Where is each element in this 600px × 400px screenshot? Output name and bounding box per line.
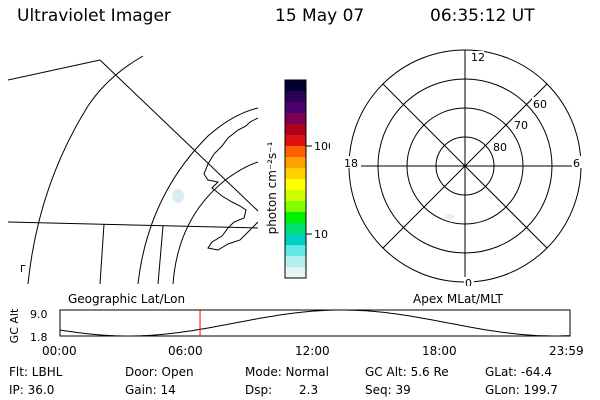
- emission-patch: [172, 189, 184, 203]
- ip-info: IP: 36.0: [9, 383, 55, 397]
- colorbar-cell: [285, 267, 306, 279]
- lat-label-60: 60: [533, 98, 547, 111]
- mlt-label-0: 0: [465, 277, 472, 286]
- map-grid-line: [27, 55, 144, 284]
- colorbar-cell: [285, 212, 306, 224]
- coastline: [203, 117, 258, 251]
- time-tick-0: 00:00: [42, 344, 77, 358]
- instrument-title: Ultraviolet Imager: [17, 6, 171, 26]
- map-grid-line: [157, 225, 164, 284]
- altitude-plot: GC Alt 9.0 1.8 00:00 06:00 12:00 18:00 2…: [8, 308, 584, 358]
- colorbar-cell: [285, 223, 306, 235]
- dsp-label: Dsp:: [245, 383, 273, 397]
- mode-info: Mode: Normal: [245, 365, 329, 379]
- altitude-tick-min: 1.8: [30, 331, 48, 344]
- map-corner-mark: Г: [20, 264, 26, 275]
- dsp-value: 2.3: [299, 383, 319, 397]
- filter-info: Flt: LBHL: [9, 365, 63, 379]
- mlt-label-18: 18: [344, 157, 358, 170]
- time-tick-6: 06:00: [168, 344, 203, 358]
- map-grid-line: [99, 223, 105, 284]
- altitude-axis-label: GC Alt: [8, 308, 21, 343]
- colorbar: 100 10 photon cm⁻²s⁻¹: [265, 79, 330, 279]
- map-grid-line: [99, 59, 258, 212]
- colorbar-cell: [285, 124, 306, 136]
- colorbar-cell: [285, 113, 306, 125]
- date-label: 15 May 07: [275, 6, 365, 26]
- colorbar-cell: [285, 91, 306, 103]
- colorbar-cell: [285, 102, 306, 114]
- map-grid-line: [8, 221, 258, 229]
- colorbar-tick-100: 100: [314, 140, 330, 153]
- colorbar-cell: [285, 135, 306, 147]
- map-grid-line: [8, 59, 101, 81]
- mlt-label-12: 12: [471, 51, 485, 64]
- seq-info: Seq: 39: [365, 383, 411, 397]
- geo-map-caption: Geographic Lat/Lon: [68, 292, 186, 306]
- polar-plot: 12 0 18 6 60 70 80: [343, 49, 582, 286]
- geographic-map: Г: [8, 55, 258, 284]
- colorbar-cell: [285, 157, 306, 169]
- lat-label-80: 80: [493, 141, 507, 154]
- colorbar-cell: [285, 245, 306, 257]
- mlt-label-6: 6: [573, 157, 580, 170]
- colorbar-cell: [285, 146, 306, 158]
- glon-info: GLon: 199.7: [485, 383, 558, 397]
- time-tick-12: 12:00: [295, 344, 330, 358]
- door-info: Door: Open: [125, 365, 194, 379]
- colorbar-cell: [285, 256, 306, 268]
- colorbar-tick-10: 10: [314, 228, 328, 241]
- map-grid-line: [137, 107, 258, 284]
- colorbar-cell: [285, 201, 306, 213]
- altitude-tick-max: 9.0: [30, 308, 48, 321]
- map-grid-line: [172, 161, 258, 284]
- colorbar-cell: [285, 234, 306, 246]
- colorbar-cell: [285, 80, 306, 92]
- gc-alt-info: GC Alt: 5.6 Re: [365, 365, 449, 379]
- altitude-plot-frame: [59, 309, 571, 337]
- colorbar-cell: [285, 179, 306, 191]
- colorbar-cell: [285, 190, 306, 202]
- glat-info: GLat: -64.4: [485, 365, 552, 379]
- time-tick-18: 18:00: [422, 344, 457, 358]
- polar-emission-patch: [445, 214, 455, 220]
- altitude-curve: [59, 309, 571, 337]
- lat-label-70: 70: [514, 119, 528, 132]
- colorbar-unit-label: photon cm⁻²s⁻¹: [265, 141, 279, 234]
- time-tick-24: 23:59: [549, 344, 584, 358]
- time-label: 06:35:12 UT: [430, 6, 535, 26]
- polar-plot-caption: Apex MLat/MLT: [413, 292, 503, 306]
- colorbar-cell: [285, 168, 306, 180]
- gain-info: Gain: 14: [125, 383, 176, 397]
